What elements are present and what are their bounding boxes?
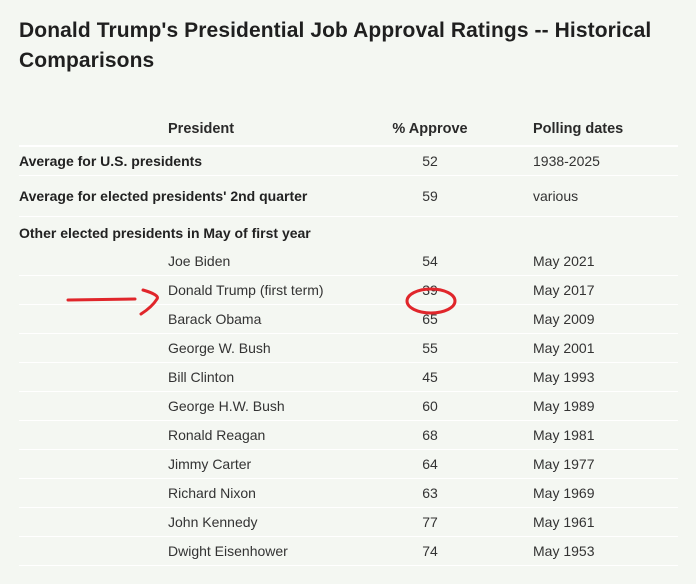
page-title: Donald Trump's Presidential Job Approval…	[19, 19, 652, 72]
president-name: George W. Bush	[168, 340, 271, 356]
president-name: Joe Biden	[168, 253, 231, 269]
president-row: Bill Clinton 45 May 1993	[19, 363, 678, 392]
president-dates: May 1977	[533, 456, 595, 472]
president-name: Jimmy Carter	[168, 456, 252, 472]
president-dates: May 2001	[533, 340, 595, 356]
summary-dates: various	[533, 188, 579, 204]
group-label-row: Other elected presidents in May of first…	[19, 217, 678, 247]
president-name: Richard Nixon	[168, 485, 256, 501]
president-approve: 60	[422, 398, 438, 414]
president-dates: May 1981	[533, 427, 595, 443]
summary-label: Average for U.S. presidents	[19, 153, 203, 169]
president-row: Donald Trump (first term) 39 May 2017	[19, 276, 678, 305]
president-row: Barack Obama 65 May 2009	[19, 305, 678, 334]
header-approve: % Approve	[392, 121, 468, 137]
president-dates: May 2021	[533, 253, 595, 269]
president-approve: 39	[422, 282, 438, 298]
president-row: George W. Bush 55 May 2001	[19, 334, 678, 363]
president-dates: May 1953	[533, 543, 595, 559]
summary-dates: 1938-2025	[533, 153, 600, 169]
president-dates: May 2017	[533, 282, 595, 298]
president-approve: 63	[422, 485, 438, 501]
president-row: Ronald Reagan 68 May 1981	[19, 421, 678, 450]
president-row: Jimmy Carter 64 May 1977	[19, 450, 678, 479]
president-approve: 55	[422, 340, 438, 356]
summary-approve: 52	[422, 153, 438, 169]
table-header-row: President % Approve Polling dates	[19, 113, 678, 147]
president-approve: 54	[422, 253, 438, 269]
president-approve: 77	[422, 514, 438, 530]
approval-table: President % Approve Polling dates Averag…	[19, 113, 678, 566]
president-dates: May 1961	[533, 514, 595, 530]
president-row: Joe Biden 54 May 2021	[19, 247, 678, 276]
president-name: Ronald Reagan	[168, 427, 266, 443]
president-approve: 74	[422, 543, 438, 559]
president-name: Barack Obama	[168, 311, 262, 327]
president-approve: 68	[422, 427, 438, 443]
president-dates: May 2009	[533, 311, 595, 327]
president-dates: May 1989	[533, 398, 595, 414]
summary-label: Average for elected presidents' 2nd quar…	[19, 188, 308, 204]
president-approve: 65	[422, 311, 438, 327]
president-name: John Kennedy	[168, 514, 258, 530]
president-dates: May 1993	[533, 369, 595, 385]
president-name: Donald Trump (first term)	[168, 282, 324, 298]
president-row: Dwight Eisenhower 74 May 1953	[19, 537, 678, 566]
group-label: Other elected presidents in May of first…	[19, 225, 311, 241]
header-president: President	[168, 121, 235, 137]
summary-approve: 59	[422, 188, 438, 204]
president-row: Richard Nixon 63 May 1969	[19, 479, 678, 508]
president-name: Bill Clinton	[168, 369, 235, 385]
president-approve: 45	[422, 369, 438, 385]
president-approve: 64	[422, 456, 438, 472]
president-row: George H.W. Bush 60 May 1989	[19, 392, 678, 421]
president-rows: Joe Biden 54 May 2021 Donald Trump (first t…	[19, 247, 678, 566]
summary-row: Average for U.S. presidents 52 1938-2025	[19, 147, 678, 176]
president-name: Dwight Eisenhower	[168, 543, 288, 559]
president-dates: May 1969	[533, 485, 595, 501]
summary-row: Average for elected presidents' 2nd quar…	[19, 176, 678, 217]
president-row: John Kennedy 77 May 1961	[19, 508, 678, 537]
header-dates: Polling dates	[533, 121, 624, 137]
president-name: George H.W. Bush	[168, 398, 285, 414]
